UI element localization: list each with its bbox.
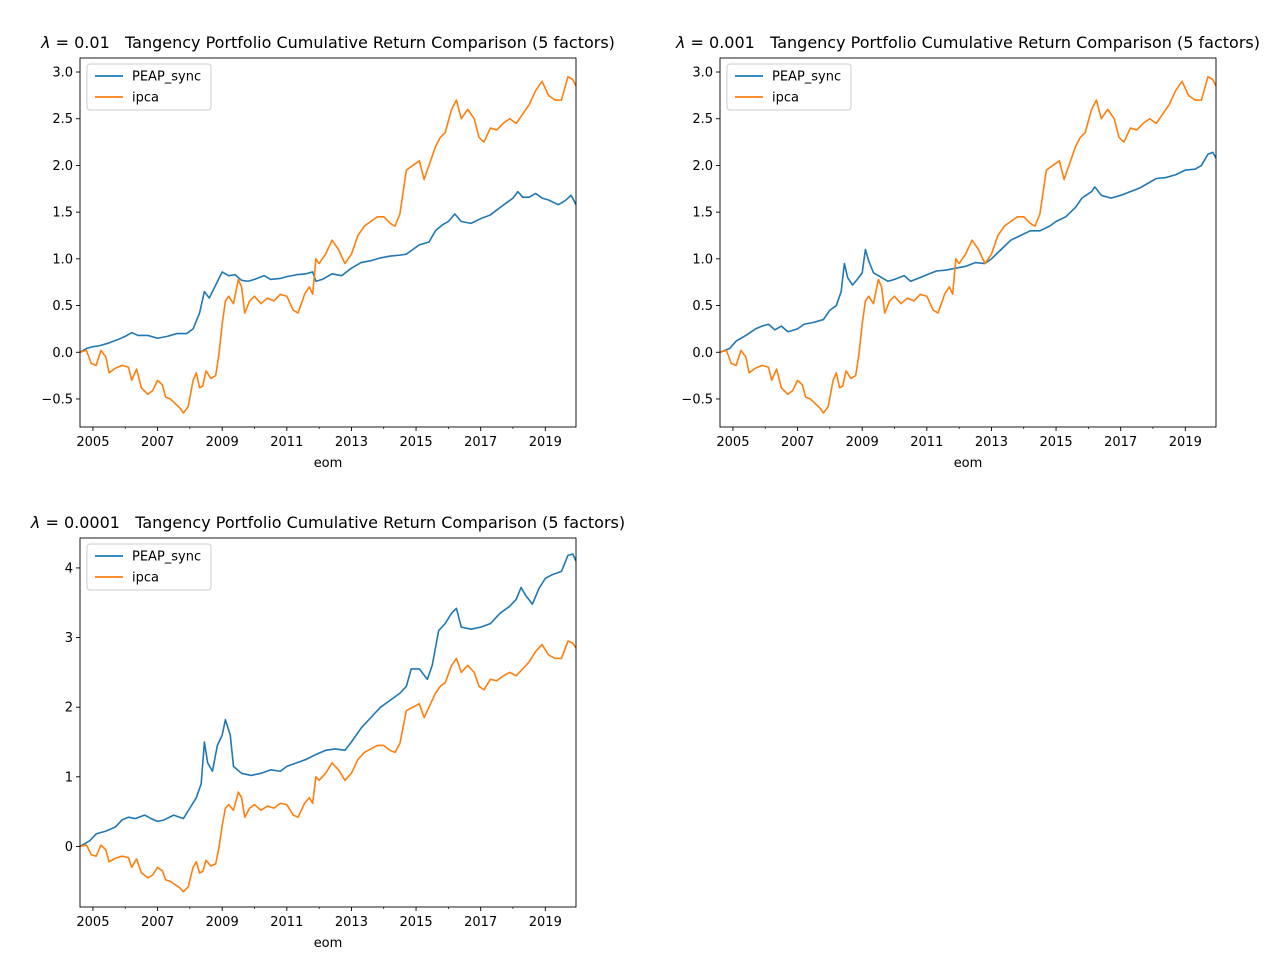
x-tick-label: 2019 <box>1169 435 1202 450</box>
axes-frame <box>79 57 577 428</box>
x-tick-label: 2019 <box>529 435 562 450</box>
x-tick-label: 2009 <box>206 915 239 930</box>
x-tick-label: 2013 <box>335 915 368 930</box>
legend-label: PEAP_sync <box>772 70 841 85</box>
y-tick-label: 1.5 <box>692 206 713 221</box>
x-axis-label: eom <box>954 456 983 471</box>
x-tick-label: 2013 <box>975 435 1008 450</box>
y-tick-label: 0.5 <box>52 299 73 314</box>
series-line-ipca <box>80 75 576 414</box>
x-tick-label: 2011 <box>910 435 943 450</box>
y-tick-label: 2.0 <box>52 159 73 174</box>
x-tick-label: 2009 <box>846 435 879 450</box>
x-tick-label: 2007 <box>141 435 174 450</box>
chart-panel-1: λ = 0.01 Tangency Portfolio Cumulative R… <box>40 33 615 471</box>
series-line-peap-sync <box>80 553 576 848</box>
chart-title-lambda: λ <box>675 33 685 52</box>
series-line-ipca <box>720 75 1216 414</box>
legend-label: PEAP_sync <box>132 550 201 565</box>
x-tick-label: 2013 <box>335 435 368 450</box>
chart-title: λ = 0.01 Tangency Portfolio Cumulative R… <box>40 33 615 52</box>
x-tick-label: 2017 <box>464 915 497 930</box>
x-tick-label: 2005 <box>76 915 109 930</box>
x-tick-label: 2019 <box>529 915 562 930</box>
y-tick-label: 0.0 <box>692 346 713 361</box>
y-tick-label: 0 <box>65 840 73 855</box>
chart-title-lambda: λ <box>40 33 50 52</box>
y-tick-label: 2 <box>65 701 73 716</box>
chart-title: λ = 0.001 Tangency Portfolio Cumulative … <box>675 33 1260 52</box>
y-tick-label: 4 <box>65 561 73 576</box>
x-tick-label: 2011 <box>270 915 303 930</box>
y-tick-label: 1.0 <box>692 252 713 267</box>
y-tick-label: 3.0 <box>692 66 713 81</box>
chart-title-lambda: λ <box>30 513 40 532</box>
y-tick-label: 0.0 <box>52 346 73 361</box>
series-line-peap-sync <box>720 151 1216 354</box>
x-tick-label: 2015 <box>1040 435 1073 450</box>
x-tick-label: 2005 <box>76 435 109 450</box>
x-tick-label: 2015 <box>400 435 433 450</box>
y-tick-label: 1.0 <box>52 252 73 267</box>
axes-frame <box>79 537 577 908</box>
x-tick-label: 2009 <box>206 435 239 450</box>
legend-label: ipca <box>132 91 159 106</box>
y-tick-label: 2.5 <box>692 112 713 127</box>
y-tick-label: 3.0 <box>52 66 73 81</box>
legend-label: ipca <box>772 91 799 106</box>
y-tick-label: 3 <box>65 631 73 646</box>
y-tick-label: −0.5 <box>681 392 713 407</box>
x-tick-label: 2007 <box>141 915 174 930</box>
series-line-peap-sync <box>80 190 576 353</box>
x-tick-label: 2011 <box>270 435 303 450</box>
x-axis-label: eom <box>314 456 343 471</box>
y-tick-label: 1 <box>65 770 73 785</box>
x-tick-label: 2005 <box>716 435 749 450</box>
series-line-ipca <box>80 640 576 893</box>
y-tick-label: −0.5 <box>41 392 73 407</box>
y-tick-label: 0.5 <box>692 299 713 314</box>
x-tick-label: 2017 <box>464 435 497 450</box>
chart-title-text: = 0.0001 Tangency Portfolio Cumulative R… <box>40 513 625 532</box>
chart-title-text: = 0.001 Tangency Portfolio Cumulative Re… <box>685 33 1260 52</box>
chart-title: λ = 0.0001 Tangency Portfolio Cumulative… <box>30 513 625 532</box>
legend-label: PEAP_sync <box>132 70 201 85</box>
x-tick-label: 2007 <box>781 435 814 450</box>
chart-title-text: = 0.01 Tangency Portfolio Cumulative Ret… <box>51 33 615 52</box>
chart-panel-2: λ = 0.001 Tangency Portfolio Cumulative … <box>675 33 1260 471</box>
x-tick-label: 2015 <box>400 915 433 930</box>
chart-panel-3: λ = 0.0001 Tangency Portfolio Cumulative… <box>30 513 625 951</box>
legend-label: ipca <box>132 571 159 586</box>
y-tick-label: 2.0 <box>692 159 713 174</box>
axes-frame <box>719 57 1217 428</box>
y-tick-label: 1.5 <box>52 206 73 221</box>
y-tick-label: 2.5 <box>52 112 73 127</box>
x-tick-label: 2017 <box>1104 435 1137 450</box>
x-axis-label: eom <box>314 936 343 951</box>
